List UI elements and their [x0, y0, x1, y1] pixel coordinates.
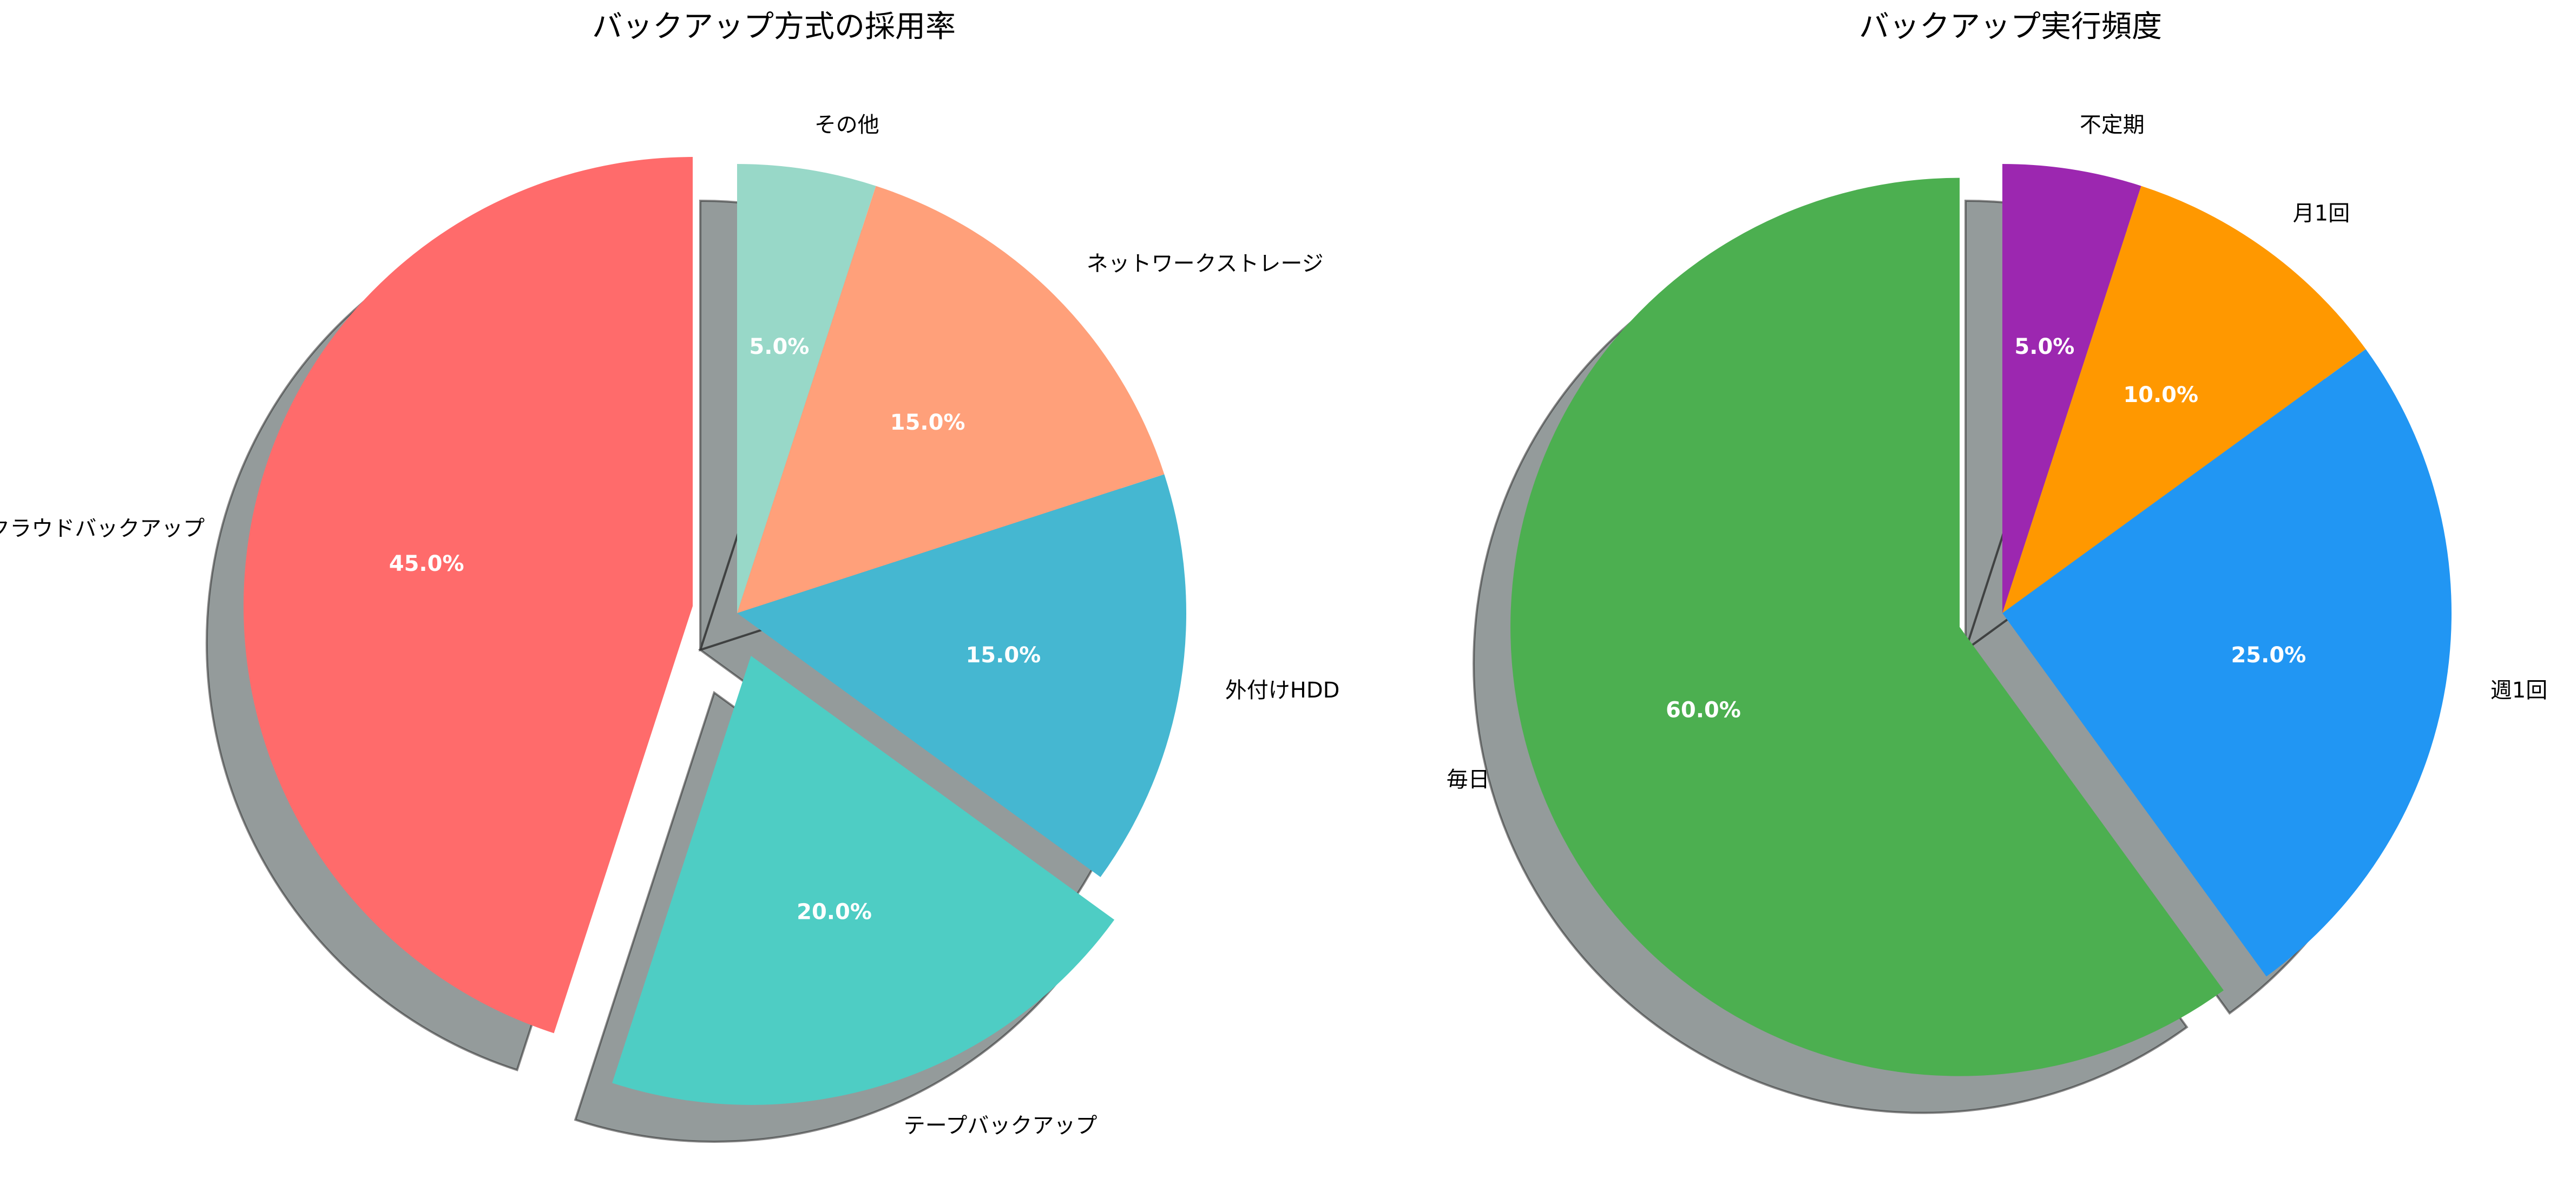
slice-label: 外付けHDD: [1225, 678, 1340, 703]
pie-slice-0: [1510, 177, 2224, 1076]
slice-label: クラウドバックアップ: [0, 516, 205, 541]
slice-label: テープバックアップ: [904, 1113, 1098, 1138]
percent-label: 20.0%: [797, 900, 872, 925]
pie-slice-3: [2002, 164, 2141, 613]
slice-label: 毎日: [1447, 767, 1490, 792]
slice-label: 不定期: [2080, 113, 2145, 137]
slice-label: ネットワークストレージ: [1087, 251, 1324, 276]
percent-label: 25.0%: [2231, 643, 2306, 668]
pie-right-labels: 毎日 60.0% 週1回 25.0% 月1回 10.0% 不定期 5.0%: [1447, 113, 2547, 792]
slice-label: 週1回: [2490, 678, 2547, 703]
percent-label: 5.0%: [2014, 334, 2074, 359]
pie-left-labels: クラウドバックアップ 45.0% テープバックアップ 20.0% 外付けHDD 15.0%…: [0, 113, 1339, 1138]
pie-slice-1: [2002, 349, 2452, 977]
chart-title-right: バックアップ実行頻度: [1859, 9, 2162, 44]
chart-title-left: バックアップ方式の採用率: [592, 9, 956, 44]
pie-slice-1: [612, 655, 1115, 1105]
pie-right-wedges: [1510, 164, 2452, 1076]
slice-label: その他: [814, 113, 879, 137]
pie-slice-4: [737, 164, 876, 613]
percent-label: 5.0%: [749, 334, 809, 359]
percent-label: 60.0%: [1666, 698, 1741, 723]
pie-chart-right: バックアップ実行頻度 毎日 60.0% 週1回 25.0% 月1回 10.0% 不定期 5.0…: [1447, 9, 2547, 1114]
percent-label: 45.0%: [389, 551, 464, 576]
pie-slice-2: [737, 474, 1186, 877]
percent-label: 15.0%: [890, 410, 965, 435]
percent-label: 15.0%: [965, 643, 1041, 668]
pie-slice-0: [244, 157, 693, 1034]
pie-left-wedges: [244, 157, 1186, 1105]
pie-chart-left: バックアップ方式の採用率 クラウドバックアップ 45.0% テープバックアップ 20.…: [0, 9, 1339, 1143]
percent-label: 10.0%: [2123, 383, 2198, 407]
pie-slice-3: [737, 186, 1165, 614]
slice-label: 月1回: [2293, 201, 2350, 226]
pie-slice-2: [2002, 186, 2366, 614]
